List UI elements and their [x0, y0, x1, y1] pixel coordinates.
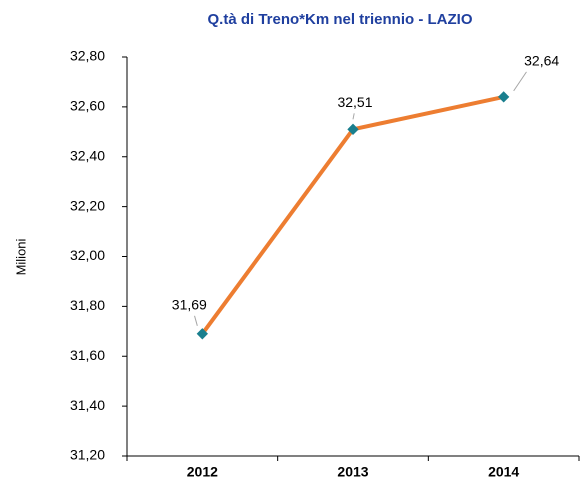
data-label: 32,51 — [337, 94, 372, 110]
y-tick-label: 32,00 — [70, 247, 105, 263]
data-label: 32,64 — [524, 53, 559, 69]
y-tick-label: 31,20 — [70, 447, 105, 463]
y-tick-label: 32,60 — [70, 98, 105, 114]
leader-line — [194, 315, 198, 326]
leader-line — [513, 71, 527, 92]
y-tick-label: 32,20 — [70, 197, 105, 213]
y-tick-label: 31,60 — [70, 347, 105, 363]
leader-line — [352, 113, 355, 120]
data-label: 31,69 — [172, 297, 207, 313]
x-tick-label: 2012 — [187, 464, 218, 480]
x-tick-label: 2014 — [488, 464, 519, 480]
y-tick-label: 32,80 — [70, 48, 105, 64]
marker — [498, 91, 510, 103]
marker — [196, 328, 208, 340]
x-tick-label: 2013 — [337, 464, 368, 480]
chart-title: Q.tà di Treno*Km nel triennio - LAZIO — [207, 11, 472, 28]
marker — [347, 123, 359, 135]
y-axis-label: Milioni — [13, 238, 28, 275]
y-tick-label: 32,40 — [70, 147, 105, 163]
y-tick-label: 31,40 — [70, 397, 105, 413]
y-tick-label: 31,80 — [70, 297, 105, 313]
